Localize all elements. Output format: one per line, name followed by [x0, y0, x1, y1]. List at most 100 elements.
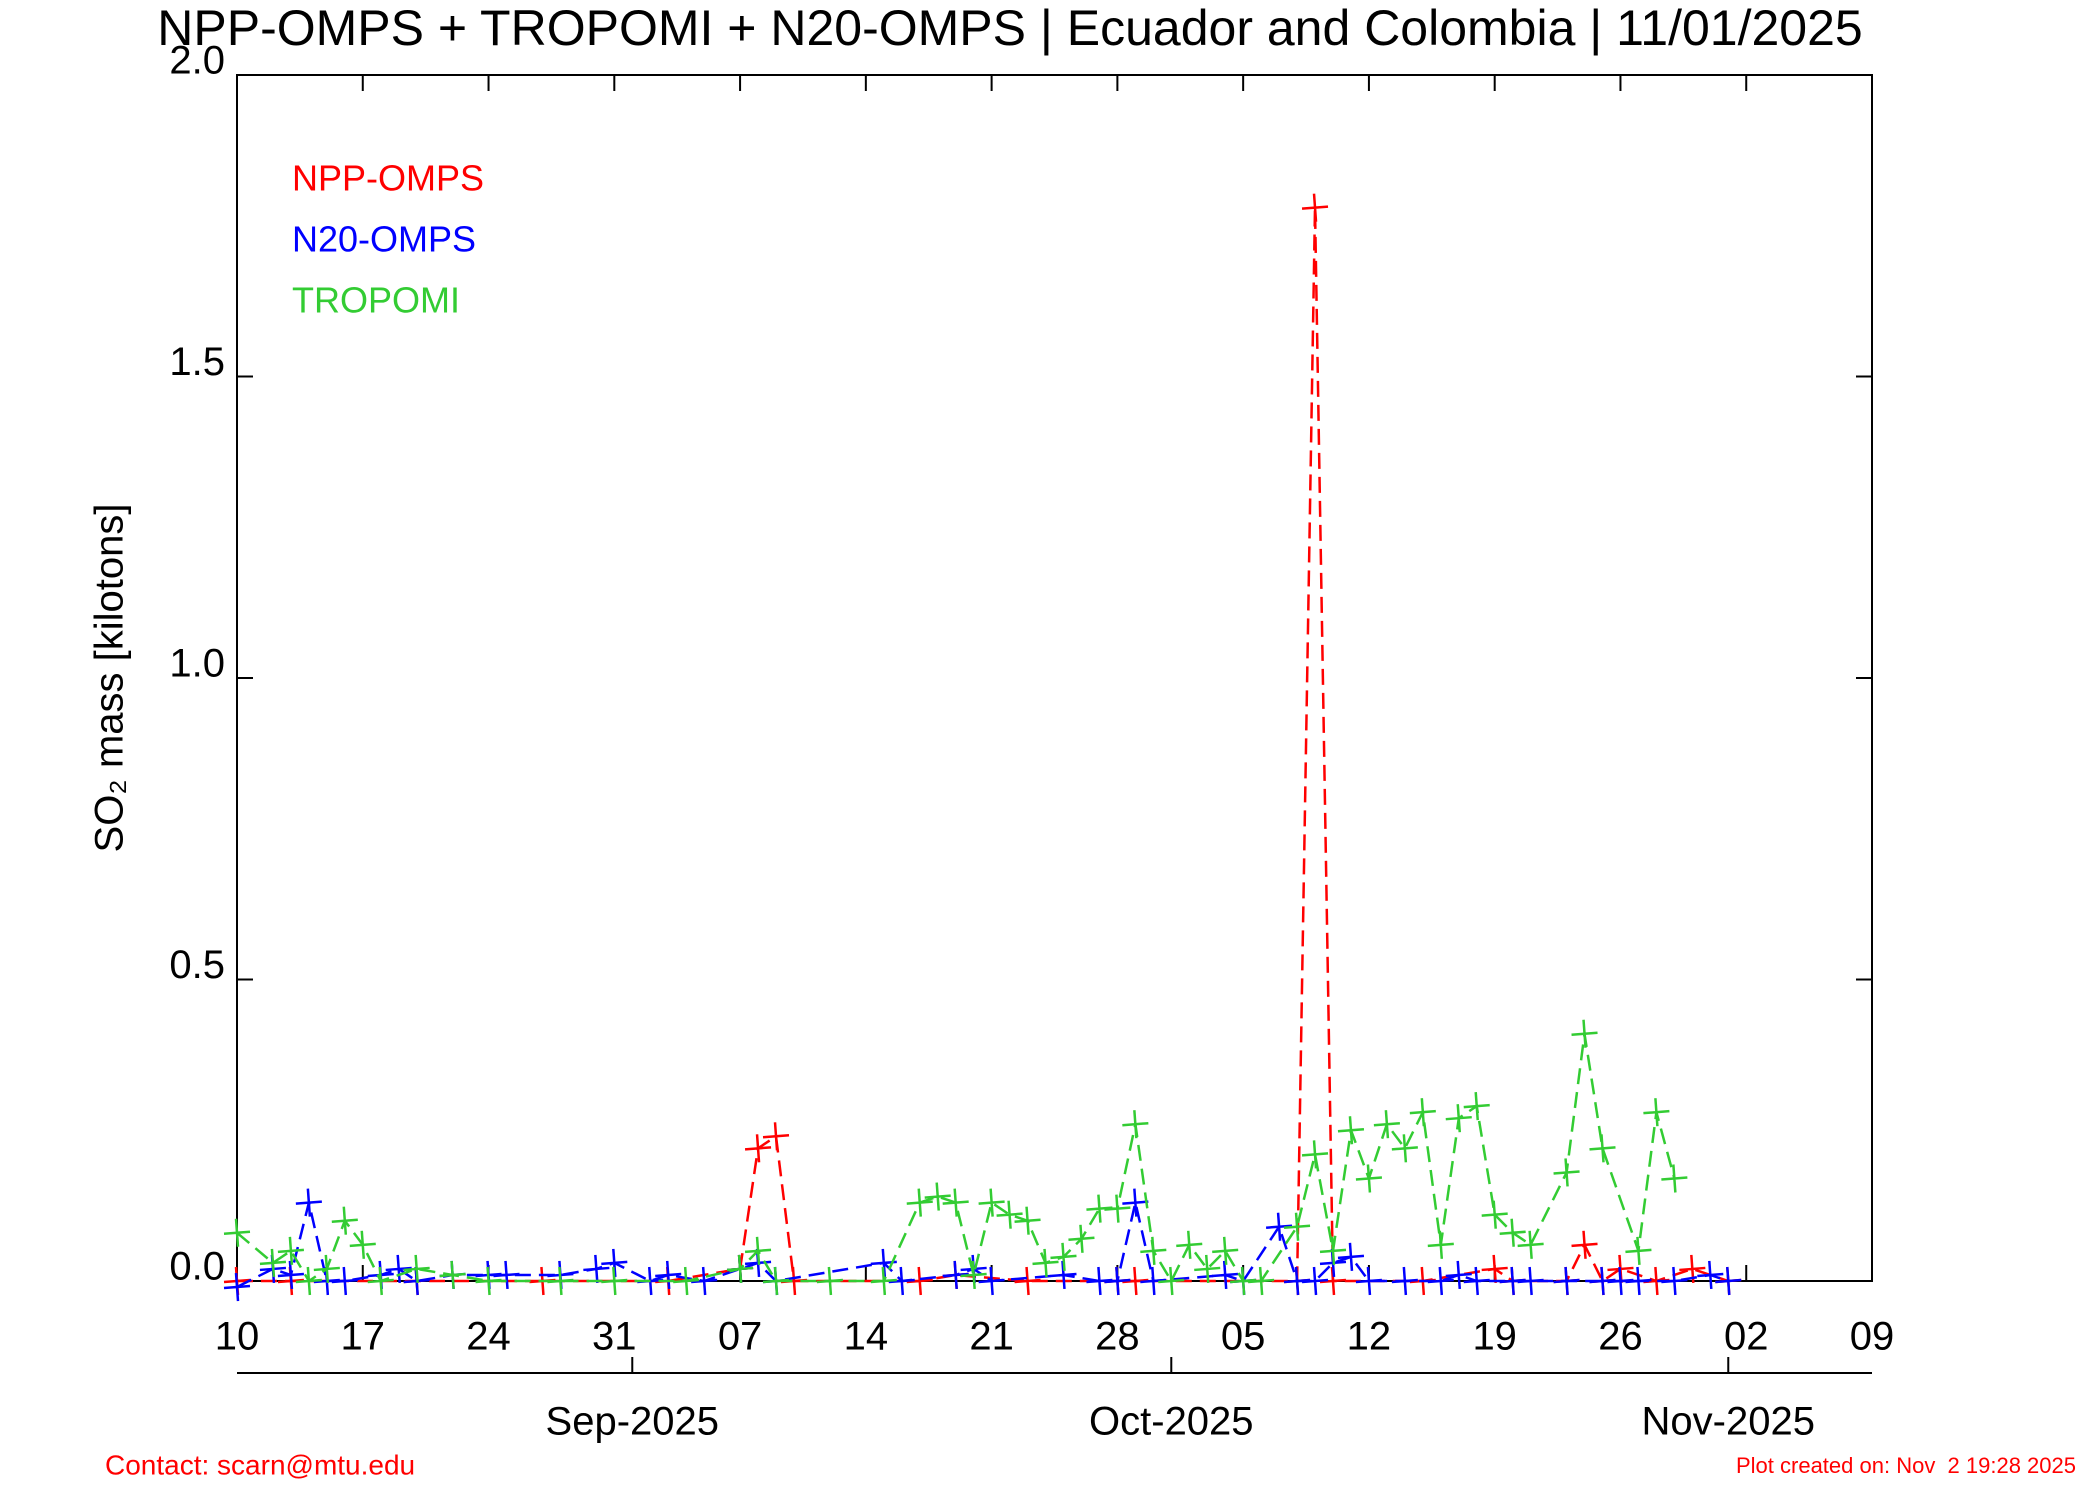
data-point [547, 1266, 574, 1296]
created-note: Plot created on: Nov 2 19:28 2025 [1736, 1453, 2076, 1478]
y-axis-label: SO₂ mass [kilotons] [88, 504, 132, 853]
month-label: Nov-2025 [1642, 1400, 1815, 1444]
data-point [1319, 1266, 1347, 1296]
data-point [223, 1218, 251, 1247]
data-point [439, 1260, 466, 1290]
data-point [996, 1200, 1023, 1229]
y-tick-label: 1.0 [169, 642, 225, 686]
data-point [1463, 1092, 1490, 1121]
data-point [1032, 1248, 1059, 1277]
data-point [1553, 1158, 1580, 1187]
data-point [1212, 1260, 1239, 1290]
data-point [1571, 1019, 1598, 1048]
data-point [744, 1236, 772, 1265]
data-point [1283, 1212, 1311, 1241]
data-point [601, 1248, 628, 1277]
data-point [1337, 1116, 1365, 1145]
series-line [236, 1033, 1676, 1284]
data-point [349, 1230, 376, 1259]
data-point [1283, 1266, 1311, 1296]
data-point [1517, 1266, 1544, 1296]
data-point [1301, 193, 1329, 222]
data-point [1391, 1266, 1418, 1296]
data-point [331, 1266, 358, 1296]
legend-label: N20-OMPS [292, 219, 476, 260]
data-point [1625, 1236, 1652, 1265]
data-point [1122, 1266, 1149, 1296]
data-point [655, 1260, 682, 1290]
y-tick-label: 0.5 [169, 943, 225, 987]
data-point [744, 1134, 772, 1163]
data-point [1409, 1098, 1436, 1127]
data-point [1176, 1230, 1203, 1259]
data-point [1499, 1218, 1526, 1247]
data-point [1391, 1134, 1418, 1163]
data-point [726, 1254, 754, 1284]
data-point [1589, 1134, 1616, 1163]
data-point [1661, 1266, 1688, 1296]
data-point [1355, 1266, 1383, 1296]
data-point [1427, 1266, 1454, 1296]
plot-frame [236, 74, 1873, 1282]
data-point [691, 1266, 718, 1296]
data-point [295, 1188, 322, 1217]
data-point [1355, 1164, 1383, 1193]
data-point [385, 1254, 412, 1284]
series-line [237, 207, 1729, 1283]
data-point [1265, 1212, 1293, 1241]
data-point [1715, 1266, 1742, 1296]
data-point [1230, 1266, 1257, 1296]
x-tick-label: 14 [844, 1315, 889, 1359]
data-point [1014, 1266, 1041, 1296]
y-tick-label: 2.0 [169, 39, 225, 83]
data-point [942, 1260, 969, 1290]
data-point [906, 1266, 933, 1296]
x-tick-label: 26 [1598, 1315, 1643, 1359]
data-point [1445, 1104, 1472, 1133]
x-tick-label: 24 [466, 1315, 511, 1359]
data-point [870, 1266, 897, 1296]
data-point [259, 1248, 287, 1277]
y-tick-label: 0.0 [169, 1245, 225, 1289]
data-point [277, 1260, 304, 1290]
data-point [1248, 1266, 1275, 1296]
x-tick-label: 12 [1347, 1315, 1392, 1359]
data-point [475, 1266, 502, 1296]
data-point [1697, 1260, 1724, 1290]
data-point [223, 1272, 251, 1302]
data-point [1301, 1266, 1329, 1296]
data-point [1499, 1266, 1526, 1296]
x-tick-label: 07 [718, 1315, 763, 1359]
data-point [673, 1266, 700, 1296]
data-point [942, 1188, 969, 1217]
data-point [762, 1122, 790, 1151]
data-point [1212, 1236, 1239, 1265]
data-point [906, 1188, 933, 1217]
data-point [1517, 1230, 1544, 1259]
data-point [1463, 1266, 1490, 1296]
x-tick-label: 17 [341, 1315, 386, 1359]
data-point [1050, 1260, 1077, 1290]
data-point [1086, 1266, 1113, 1296]
data-point [295, 1266, 322, 1296]
data-point [583, 1254, 610, 1284]
x-tick-label: 09 [1850, 1315, 1895, 1359]
data-point [1481, 1254, 1508, 1284]
data-point [1068, 1224, 1095, 1253]
y-tick-label: 1.5 [169, 340, 225, 384]
data-point [277, 1236, 304, 1265]
data-point [1373, 1110, 1400, 1139]
data-point [1194, 1254, 1221, 1284]
x-tick-label: 02 [1724, 1315, 1769, 1359]
legend-label: NPP-OMPS [292, 158, 484, 199]
data-point [1589, 1266, 1616, 1296]
data-point [1086, 1194, 1113, 1223]
data-point [960, 1260, 987, 1290]
data-point [331, 1206, 358, 1235]
data-point [1553, 1266, 1580, 1296]
data-point [1481, 1200, 1508, 1229]
data-point [1158, 1266, 1185, 1296]
data-point [888, 1266, 915, 1296]
data-point [1643, 1098, 1670, 1127]
